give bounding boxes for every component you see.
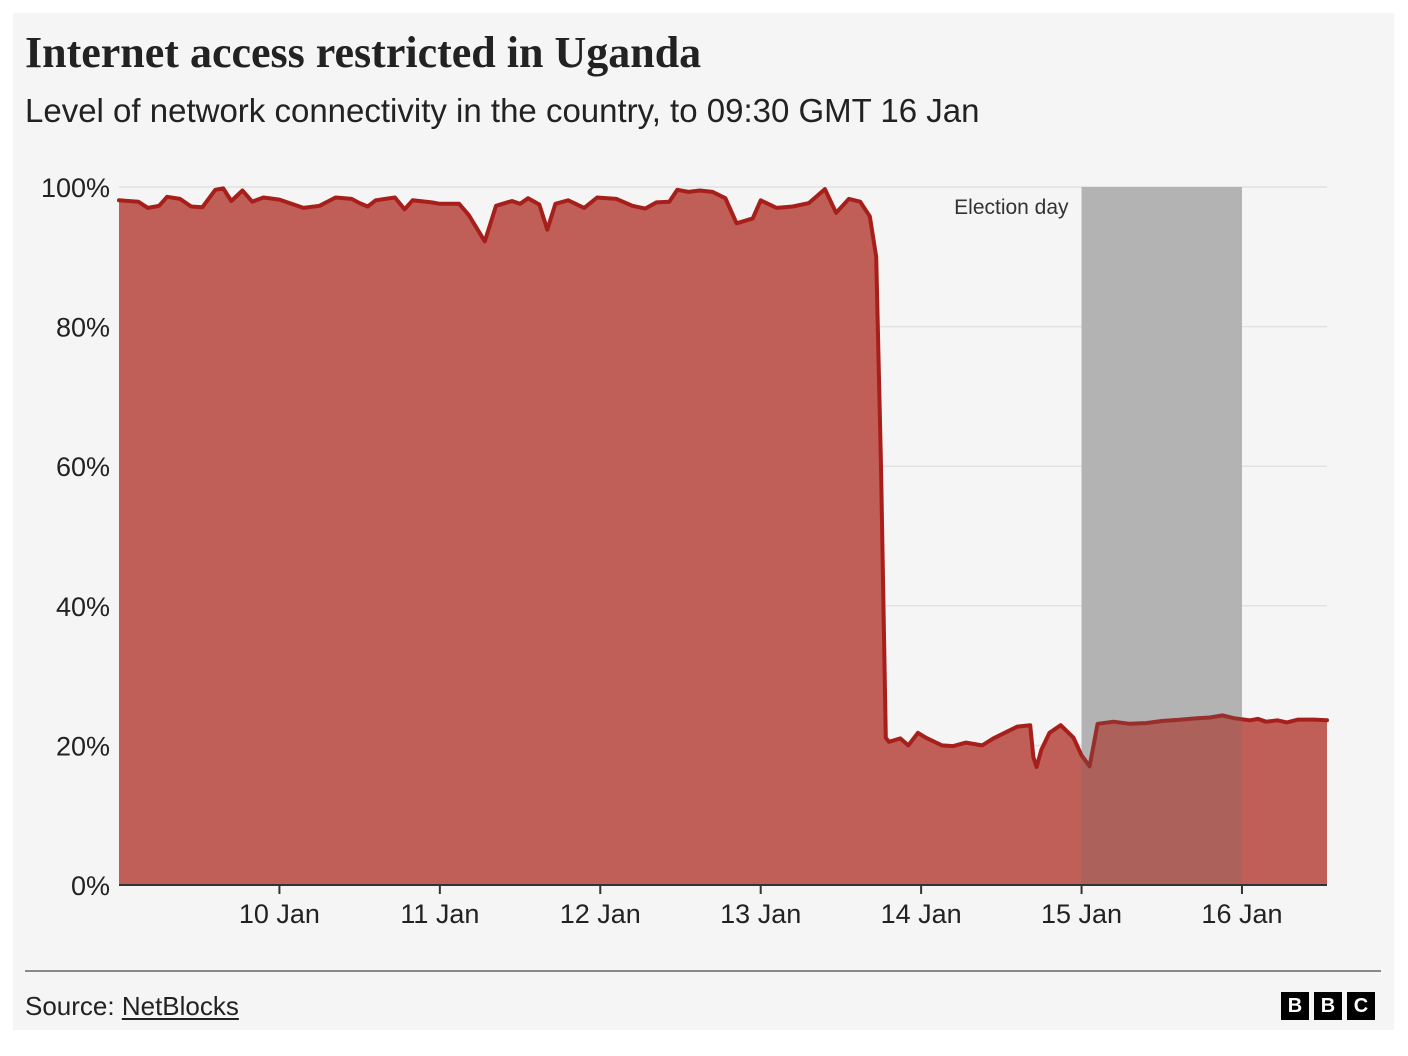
bbc-logo-letter: B	[1281, 992, 1309, 1020]
y-tick-label: 0%	[71, 871, 110, 901]
y-tick-label: 60%	[56, 452, 110, 482]
x-tick-label: 11 Jan	[400, 899, 479, 929]
x-tick-label: 12 Jan	[560, 899, 641, 929]
connectivity-area	[119, 188, 1327, 885]
election-day-overlay	[1081, 187, 1242, 885]
footer-divider	[25, 970, 1381, 972]
source-link[interactable]: NetBlocks	[121, 991, 239, 1021]
y-tick-label: 100%	[41, 173, 110, 203]
y-tick-label: 20%	[56, 731, 110, 761]
y-tick-label: 40%	[56, 592, 110, 622]
bbc-logo-letter: B	[1314, 992, 1342, 1020]
source-line: Source: NetBlocks	[25, 991, 239, 1022]
x-tick-label: 10 Jan	[239, 899, 320, 929]
source-label: Source:	[25, 991, 122, 1021]
bbc-logo: B B C	[1281, 992, 1375, 1020]
chart-title: Internet access restricted in Uganda	[25, 28, 702, 77]
connectivity-line	[117, 186, 1329, 769]
y-tick-label: 80%	[56, 313, 110, 343]
y-axis-ticks: 0% 20% 40% 60% 80% 100%	[41, 173, 110, 901]
x-tick-label: 16 Jan	[1201, 899, 1282, 929]
x-axis-ticks: 10 Jan 11 Jan 12 Jan 13 Jan 14 Jan 15 Jan 16 J…	[239, 885, 1283, 929]
x-tick-label: 13 Jan	[720, 899, 801, 929]
chart-subtitle: Level of network connectivity in the cou…	[25, 92, 980, 129]
bbc-logo-letter: C	[1347, 992, 1375, 1020]
x-tick-label: 14 Jan	[881, 899, 962, 929]
election-day-label: Election day	[954, 196, 1069, 219]
x-tick-label: 15 Jan	[1041, 899, 1122, 929]
